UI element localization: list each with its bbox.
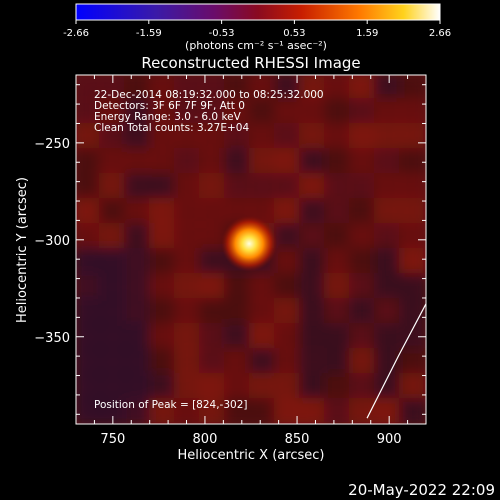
- axes: 750 800 850 900 −250 −300 −350: [34, 75, 427, 447]
- solar-limb: [366, 303, 426, 419]
- timestamp: 20-May-2022 22:09: [348, 481, 495, 499]
- heatmap-image: [76, 75, 426, 424]
- annotation-clean: Clean Total counts: 3.27E+04: [94, 122, 249, 134]
- colorbar-tick-label: 2.66: [429, 28, 451, 39]
- colorbar-tick-label: -1.59: [136, 28, 162, 39]
- colorbar-ticks: -2.66 -1.59 -0.53 0.53 1.59 2.66: [63, 20, 451, 39]
- colorbar-units: (photons cm⁻² s⁻¹ asec⁻²): [185, 39, 327, 52]
- flare-source: [221, 215, 278, 272]
- x-tick-label: 900: [377, 432, 402, 447]
- x-tick-label: 800: [193, 432, 218, 447]
- plot-frame: [75, 74, 427, 425]
- y-tick-label: −350: [34, 331, 70, 346]
- x-axis-label: Heliocentric X (arcsec): [178, 448, 325, 463]
- x-tick-label: 750: [100, 432, 125, 447]
- colorbar-tick-label: -2.66: [63, 28, 89, 39]
- y-axis-label: Heliocentric Y (arcsec): [15, 177, 30, 323]
- colorbar: [75, 3, 441, 21]
- colorbar-tick-label: 1.59: [356, 28, 378, 39]
- chart-title: Reconstructed RHESSI Image: [141, 54, 360, 72]
- x-tick-label: 850: [285, 432, 310, 447]
- annotation-time-range: 22-Dec-2014 08:19:32.000 to 08:25:32.000: [94, 89, 324, 101]
- annotation-peak-position: Position of Peak = [824,-302]: [94, 399, 248, 411]
- annotation-detectors: Detectors: 3F 6F 7F 9F, Att 0: [94, 100, 245, 112]
- colorbar-tick-label: 0.53: [283, 28, 305, 39]
- annotation-energy: Energy Range: 3.0 - 6.0 keV: [94, 111, 242, 123]
- colorbar-tick-label: -0.53: [209, 28, 235, 39]
- y-tick-label: −250: [34, 137, 70, 152]
- y-tick-label: −300: [34, 234, 70, 249]
